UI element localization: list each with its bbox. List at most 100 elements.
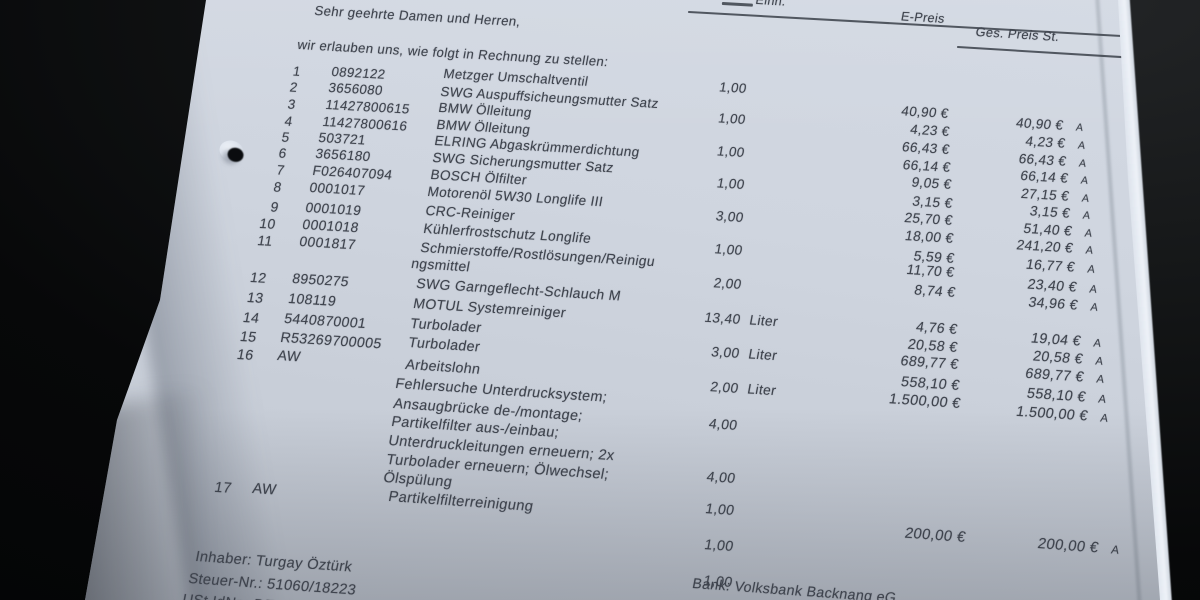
item-pos: 7: [275, 162, 286, 178]
item-tax-code: A: [1089, 301, 1100, 314]
item-part-no: 0892122: [330, 64, 387, 82]
item-tax-code: A: [1094, 355, 1105, 368]
item-part-no: 5440870001: [283, 310, 368, 332]
item-qty-value: 2,00: [709, 379, 740, 396]
item-qty-unit: Liter: [747, 346, 779, 364]
item-qty: 1,00: [649, 139, 747, 160]
item-description-line: Turbolader: [406, 335, 482, 356]
item-pos: 16: [235, 346, 256, 364]
item-total-price: 200,00 € A: [928, 528, 1121, 558]
item-qty-unit: Liter: [748, 312, 780, 330]
item-qty-value: 4,00: [707, 414, 739, 433]
item-tax-code: A: [1080, 192, 1091, 205]
item-total-price-value: 689,77 €: [1024, 365, 1086, 386]
item-qty: 4,00: [641, 411, 739, 433]
item-part-no: 503721: [317, 130, 368, 148]
item-tax-code: A: [1097, 393, 1108, 406]
item-description-line: Arbeitslohn: [403, 357, 482, 378]
item-part-no: 108119: [287, 290, 338, 309]
item-part-no: AW: [250, 481, 278, 499]
item-part-no: 0001817: [297, 234, 357, 253]
item-pos: 3: [286, 96, 297, 112]
item-tax-code: A: [1082, 209, 1092, 222]
item-description-line: ngsmittel: [410, 255, 472, 275]
item-total-price-value: 66,14 €: [1018, 168, 1070, 186]
item-pos: 13: [245, 288, 265, 306]
item-total-price-value: 4,23 €: [1023, 133, 1067, 151]
item-tax-code: A: [1077, 157, 1088, 170]
item-tax-code: A: [1095, 373, 1106, 386]
item-pos: 6: [277, 145, 289, 161]
item-part-no: AW: [276, 348, 303, 366]
item-qty: 1,00: [637, 533, 735, 555]
item-total-price-value: 19,04 €: [1029, 330, 1083, 350]
item-pos: 11: [256, 233, 274, 249]
item-total-price-value: 558,10 €: [1025, 385, 1088, 406]
item-qty-unit: Liter: [746, 381, 778, 399]
item-qty: 1,00: [650, 76, 748, 96]
item-tax-code: A: [1086, 263, 1097, 276]
item-tax-code: A: [1088, 283, 1098, 296]
item-part-no: 8950275: [290, 270, 351, 290]
item-part-no: 0001019: [304, 200, 363, 219]
item-total-price-value: 34,96 €: [1027, 293, 1080, 313]
item-tax-code: A: [1075, 122, 1085, 134]
item-total-price-value: 16,77 €: [1024, 255, 1077, 275]
item-qty-value: 1,00: [713, 241, 744, 258]
item-pos: 9: [268, 199, 280, 215]
item-qty-value: 1,00: [715, 175, 746, 192]
bank-line: Bank: Volksbank Backnang eG: [690, 576, 898, 600]
item-qty: 2,00 Liter: [642, 375, 777, 398]
item-total-price-value: 27,15 €: [1019, 185, 1071, 204]
item-total-price-value: 40,90 €: [1014, 115, 1065, 133]
item-description-line: Turbolader: [409, 315, 484, 336]
item-tax-code: A: [1079, 174, 1089, 187]
item-tax-code: A: [1085, 244, 1095, 257]
item-total-price-value: 51,40 €: [1022, 220, 1074, 239]
item-qty-value: 1,00: [704, 499, 737, 518]
item-tax-code: A: [1109, 543, 1121, 557]
item-qty: 1,00: [639, 496, 737, 518]
item-pos: 15: [238, 328, 259, 346]
item-qty-value: 13,40: [703, 310, 742, 328]
item-description-line: Partikelfilterreinigung: [386, 489, 535, 515]
item-qty: 3,00: [647, 205, 745, 226]
item-part-no: 3656080: [327, 80, 385, 98]
item-pos: 8: [272, 179, 283, 195]
item-part-no: 3656180: [314, 146, 373, 165]
item-qty: 13,40 Liter: [644, 307, 779, 329]
item-pos: 12: [248, 269, 268, 286]
item-qty-value: 3,00: [714, 208, 745, 226]
item-pos: 2: [288, 79, 300, 95]
item-tax-code: A: [1083, 227, 1094, 240]
item-total-price-value: 23,40 €: [1026, 275, 1079, 295]
item-tax-code: A: [1092, 337, 1103, 350]
item-tax-code: A: [1076, 139, 1086, 152]
item-total-price-value: 3,15 €: [1029, 203, 1073, 221]
item-pos: 17: [213, 479, 234, 497]
item-qty-value: 4,00: [705, 467, 738, 486]
item-qty: 4,00: [639, 464, 738, 486]
item-qty-value: 3,00: [709, 344, 741, 361]
item-total-price-value: 200,00 €: [1036, 536, 1100, 557]
vat-id-line: USt.IdNr.: DE: [181, 592, 276, 600]
item-qty-value: 1,00: [716, 143, 747, 160]
item-qty-value: 2,00: [712, 274, 743, 292]
item-tax-code: A: [1099, 412, 1110, 425]
item-qty-value: 1,00: [703, 537, 736, 555]
item-total-price-value: 1.500,00 €: [1014, 403, 1089, 425]
item-qty: 3,00 Liter: [643, 340, 778, 363]
item-qty: 2,00: [645, 271, 743, 292]
item-description-line: Ölspülung: [382, 470, 454, 491]
item-part-no: 0001017: [308, 180, 367, 199]
item-part-no: 0001018: [301, 217, 360, 236]
item-qty: 1,00: [650, 107, 748, 128]
item-total-price-value: 66,43 €: [1017, 151, 1068, 169]
item-pos: 10: [257, 216, 277, 232]
item-qty-value: 1,00: [717, 110, 748, 128]
item-total-price-value: 241,20 €: [1015, 237, 1075, 256]
